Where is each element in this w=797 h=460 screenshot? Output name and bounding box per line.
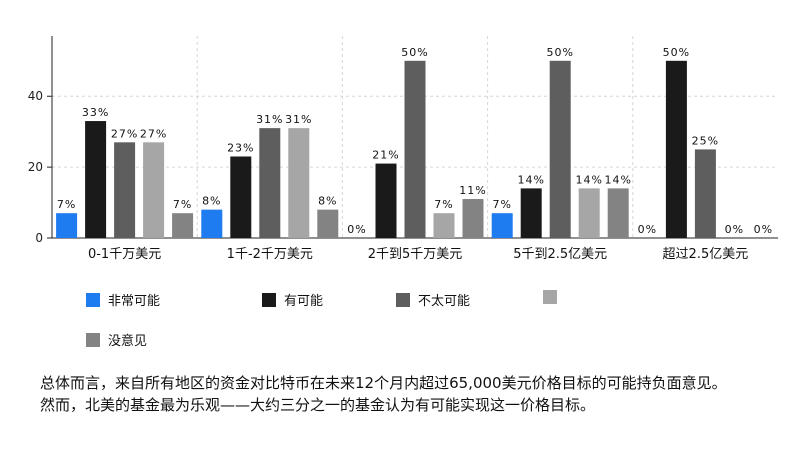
data-label: 14% — [575, 173, 602, 186]
bar — [665, 60, 687, 238]
bar — [288, 128, 310, 238]
data-label: 33% — [82, 106, 109, 119]
data-label: 0% — [638, 223, 657, 236]
y-tick-label: 0 — [35, 231, 43, 245]
data-label: 7% — [173, 198, 192, 211]
bar — [143, 142, 165, 238]
bar — [433, 213, 455, 238]
bar — [56, 213, 78, 238]
data-label: 50% — [401, 46, 428, 59]
data-label: 7% — [492, 198, 511, 211]
bar — [607, 188, 629, 238]
bar — [375, 163, 397, 238]
data-label: 27% — [111, 127, 138, 140]
data-label: 0% — [725, 223, 744, 236]
data-label: 0% — [347, 223, 366, 236]
commentary-paragraph: 然而，北美的基金最为乐观——大约三分之一的基金认为有可能实现这一价格目标。 — [40, 396, 596, 414]
bar — [201, 209, 223, 238]
data-label: 23% — [227, 141, 254, 154]
y-tick-label: 20 — [28, 160, 43, 174]
bar — [694, 149, 716, 238]
data-label: 14% — [604, 173, 631, 186]
bar — [259, 128, 281, 238]
x-tick-label: 1千-2千万美元 — [227, 247, 313, 262]
bar — [172, 213, 194, 238]
bar — [85, 121, 107, 238]
bar — [520, 188, 542, 238]
bar — [491, 213, 513, 238]
data-label: 25% — [692, 134, 719, 147]
bar — [114, 142, 136, 238]
x-tick-label: 5千到2.5亿美元 — [513, 247, 607, 262]
data-label: 27% — [140, 127, 167, 140]
data-label: 8% — [202, 195, 221, 208]
bar — [549, 60, 571, 238]
data-label: 7% — [57, 198, 76, 211]
bar — [230, 156, 252, 238]
data-label: 11% — [459, 184, 486, 197]
data-label: 0% — [754, 223, 773, 236]
data-label: 31% — [256, 113, 283, 126]
bar — [317, 209, 339, 238]
data-label: 8% — [318, 195, 337, 208]
bar — [578, 188, 600, 238]
y-tick-label: 40 — [28, 89, 43, 103]
data-label: 14% — [517, 173, 544, 186]
data-label: 31% — [285, 113, 312, 126]
bar — [462, 199, 484, 238]
x-tick-label: 2千到5千万美元 — [368, 247, 463, 262]
data-label: 21% — [372, 149, 399, 162]
commentary: 总体而言，来自所有地区的资金对比特币在未来12个月内超过65,000美元价格目标… — [40, 372, 780, 416]
x-tick-label: 0-1千万美元 — [88, 247, 161, 262]
bar — [404, 60, 426, 238]
data-label: 50% — [663, 46, 690, 59]
commentary-paragraph: 总体而言，来自所有地区的资金对比特币在未来12个月内超过65,000美元价格目标… — [40, 374, 727, 392]
data-label: 7% — [434, 198, 453, 211]
x-tick-label: 超过2.5亿美元 — [663, 247, 749, 262]
data-label: 50% — [546, 46, 573, 59]
